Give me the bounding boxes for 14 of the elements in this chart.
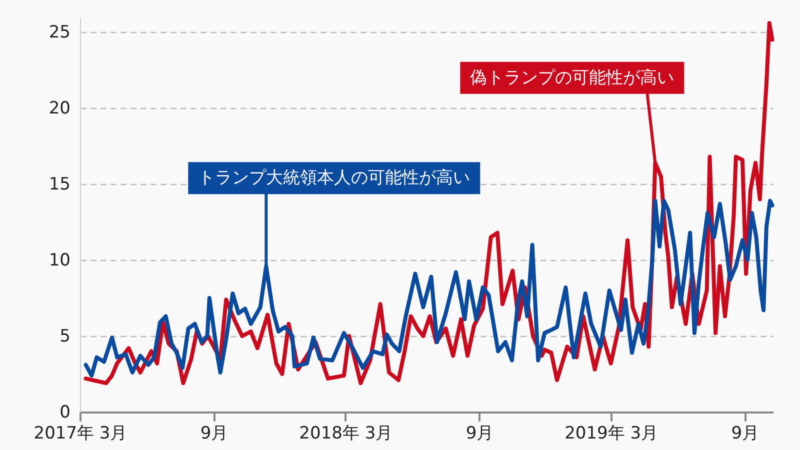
x-tick-label: 2018年 3月 — [299, 424, 393, 444]
x-tick-label: 9月 — [731, 424, 760, 444]
y-tick-label: 0 — [60, 402, 70, 422]
x-tick-label: 2019年 3月 — [564, 424, 658, 444]
y-tick-label: 20 — [48, 98, 70, 119]
x-tick-label: 9月 — [466, 424, 494, 444]
x-tick-label: 2017年 3月 — [34, 424, 128, 444]
y-tick-label: 15 — [48, 174, 70, 195]
y-tick-label: 5 — [60, 326, 70, 347]
y-tick-label: 10 — [48, 250, 70, 271]
annotation: 偽トランプの可能性が高い — [470, 68, 674, 88]
y-tick-label: 25 — [48, 22, 70, 43]
x-tick-label: 9月 — [200, 424, 228, 444]
annotation: トランプ大統領本人の可能性が高い — [198, 168, 470, 188]
